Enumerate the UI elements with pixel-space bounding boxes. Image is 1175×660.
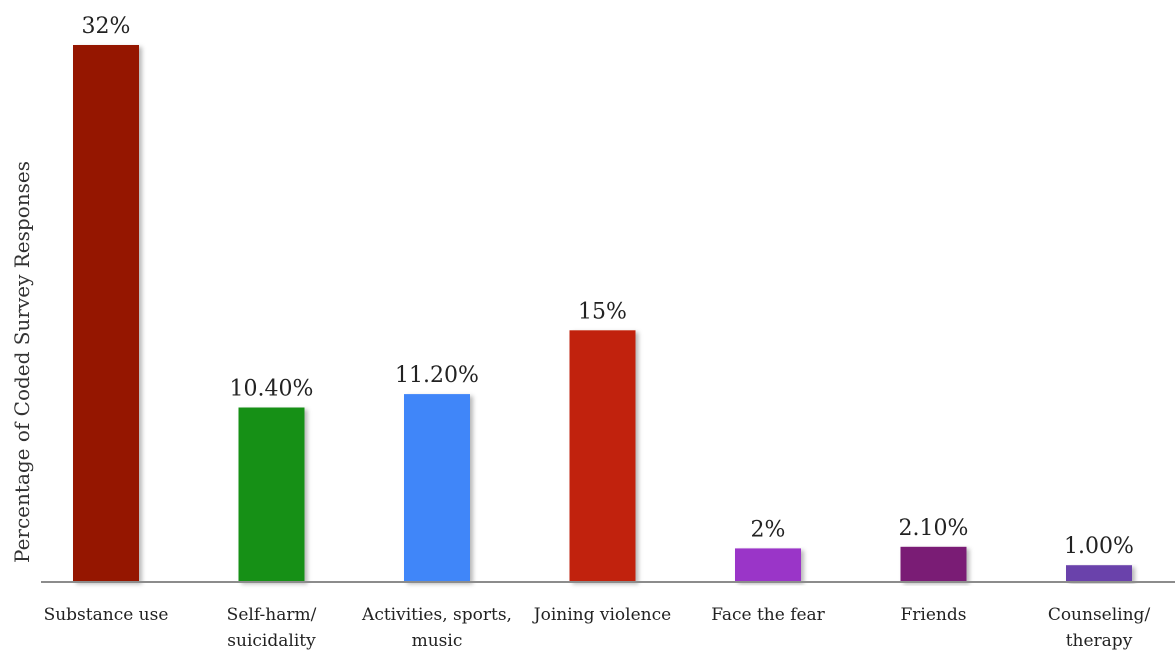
data-label-4: 2%	[751, 517, 786, 542]
data-label-5: 2.10%	[899, 516, 969, 541]
y-axis-label: Percentage of Coded Survey Responses	[10, 161, 34, 563]
data-label-3: 15%	[578, 299, 627, 324]
category-label-4-line-0: Face the fear	[711, 605, 825, 625]
data-label-2: 11.20%	[395, 363, 479, 388]
labels-layer: 32% Substance use 10.40% Self-harm/suicidal…	[44, 14, 1151, 651]
category-label-5-line-0: Friends	[901, 605, 967, 625]
category-label-2-line-1: music	[412, 631, 463, 651]
bar-0	[73, 45, 139, 582]
bar-1	[238, 407, 305, 582]
category-label-2-line-0: Activities, sports,	[361, 605, 512, 625]
category-label-6-line-0: Counseling/	[1048, 605, 1151, 625]
bar-5	[900, 546, 967, 582]
bar-4	[735, 548, 801, 582]
data-label-6: 1.00%	[1064, 534, 1134, 559]
bars-layer	[73, 45, 1132, 582]
bar-3	[569, 330, 636, 582]
category-label-0-line-0: Substance use	[44, 605, 169, 625]
bar-6	[1066, 565, 1132, 582]
bar-2	[404, 394, 470, 582]
category-label-6-line-1: therapy	[1066, 631, 1133, 651]
category-label-1-line-0: Self-harm/	[227, 605, 317, 625]
category-label-1-line-1: suicidality	[227, 631, 316, 651]
data-label-0: 32%	[82, 14, 131, 39]
data-label-1: 10.40%	[230, 377, 314, 402]
category-label-3-line-0: Joining violence	[532, 605, 671, 625]
